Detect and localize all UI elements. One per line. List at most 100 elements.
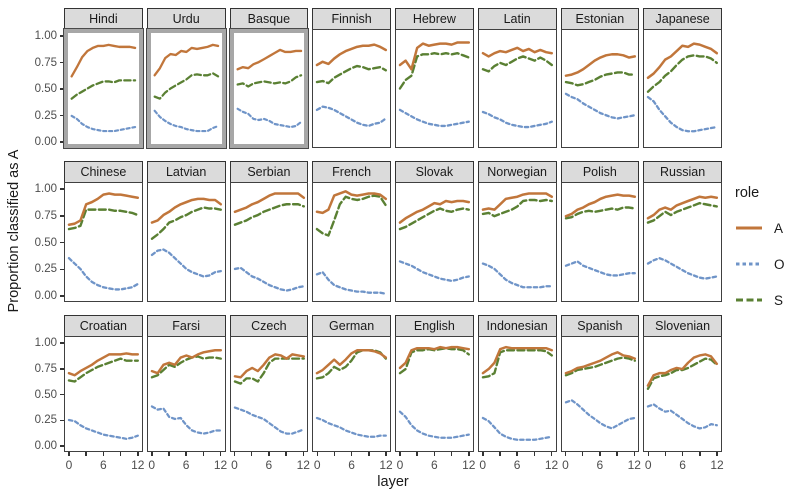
- x-tick-mark: [616, 452, 618, 456]
- x-tick-mark: [119, 452, 122, 456]
- series-line-A: [153, 43, 220, 77]
- series-line-A: [564, 351, 636, 375]
- facet-plot: [150, 349, 222, 435]
- facet-plot: [315, 43, 388, 128]
- series-line-A: [233, 192, 305, 214]
- x-tick-mark: [385, 452, 387, 456]
- series-line-O: [236, 107, 302, 129]
- x-tick-mark: [102, 452, 105, 456]
- series-line-O: [398, 108, 470, 128]
- facet-panel: [477, 29, 557, 148]
- x-tick-label: 6: [679, 458, 686, 472]
- series-line-S: [647, 54, 719, 93]
- x-tick-label: 12: [710, 458, 724, 472]
- series-line-S: [481, 198, 553, 218]
- y-tick-label: 0.25: [34, 414, 57, 427]
- legend-label: S: [774, 292, 784, 308]
- facet-title: Serbian: [229, 161, 309, 183]
- facet-japanese: Japanese: [643, 8, 722, 148]
- series-line-A: [150, 197, 222, 224]
- x-tick-mark: [681, 452, 684, 456]
- facet-title: Farsi: [146, 315, 226, 337]
- facet-title: Spanish: [560, 315, 640, 337]
- series-line-O: [233, 406, 305, 435]
- x-tick-mark: [316, 452, 318, 456]
- x-tick-label: 12: [379, 458, 393, 472]
- facet-plot: [67, 192, 140, 291]
- facet-panel: [477, 336, 557, 452]
- facet-plot: [398, 345, 471, 439]
- y-tick-label: 1.00: [34, 30, 57, 42]
- facet-plot: [646, 353, 719, 430]
- series-line-O: [67, 257, 139, 291]
- facet-title: Hebrew: [395, 8, 474, 30]
- series-line-A: [481, 192, 553, 211]
- x-tick-mark: [633, 452, 635, 456]
- series-line-A: [67, 192, 140, 226]
- facet-panel: [146, 182, 226, 302]
- facet-plot: [564, 53, 636, 120]
- series-line-A: [646, 353, 719, 387]
- facet-title: Hindi: [64, 8, 143, 30]
- facet-panel: [395, 336, 474, 452]
- x-tick-mark: [219, 452, 222, 456]
- x-tick-mark: [533, 452, 536, 456]
- x-tick-mark: [302, 452, 304, 456]
- y-tick-mark: [59, 215, 64, 217]
- x-tick-mark: [368, 452, 370, 456]
- facet-panel: [560, 336, 640, 452]
- series-line-S: [67, 208, 139, 231]
- x-tick-label: 12: [213, 458, 228, 472]
- y-tick-label: 0.75: [34, 209, 57, 222]
- x-tick-mark: [550, 452, 553, 456]
- facet-title: Japanese: [643, 8, 722, 30]
- facet-panel: [229, 29, 309, 148]
- x-tick-label: 12: [544, 458, 559, 472]
- x-tick-mark: [250, 452, 253, 456]
- facet-panel: [229, 182, 309, 302]
- y-tick-label: 0.25: [34, 263, 57, 276]
- x-tick-mark: [185, 452, 187, 456]
- facet-panel: [229, 336, 309, 452]
- facet-title: Basque: [229, 8, 309, 30]
- series-line-O: [564, 399, 636, 430]
- series-line-S: [316, 194, 388, 237]
- facet-plot: [315, 349, 388, 438]
- x-tick-mark: [599, 452, 601, 456]
- facet-russian: Russian: [643, 161, 722, 302]
- facet-plot: [481, 46, 553, 129]
- facet-panel: [477, 182, 557, 302]
- series-line-A: [315, 190, 388, 215]
- facet-title: Russian: [643, 161, 722, 183]
- series-line-A: [398, 41, 471, 71]
- series-line-S: [398, 207, 470, 231]
- x-tick-mark: [151, 452, 153, 456]
- series-line-O: [647, 95, 719, 133]
- x-tick-mark: [482, 452, 484, 456]
- series-line-S: [236, 74, 302, 88]
- facet-title: French: [312, 161, 391, 183]
- x-tick-label: 6: [513, 458, 521, 472]
- facet-croatian: Croatian: [64, 315, 143, 452]
- x-tick-mark: [268, 452, 270, 456]
- x-tick-label: 6: [100, 458, 107, 472]
- series-line-A: [481, 345, 553, 375]
- facet-title: Chinese: [64, 161, 143, 183]
- facet-slovenian: Slovenian: [643, 315, 722, 452]
- x-tick-label: 12: [131, 458, 145, 472]
- x-tick-mark: [416, 452, 418, 456]
- facet-title: Slovenian: [643, 315, 722, 337]
- series-line-A: [67, 352, 140, 377]
- x-tick-mark: [399, 452, 401, 456]
- x-tick-label: 0: [313, 458, 321, 472]
- y-tick-mark: [59, 114, 64, 117]
- facet-polish: Polish: [560, 161, 640, 302]
- facet-plot: [564, 193, 636, 277]
- facet-title: Norwegian: [477, 161, 557, 183]
- facet-german: German: [312, 315, 391, 452]
- series-line-S: [398, 51, 470, 90]
- y-tick-mark: [59, 61, 64, 64]
- series-line-O: [70, 114, 137, 133]
- series-line-A: [564, 53, 636, 77]
- legend-item-O: O: [735, 251, 785, 277]
